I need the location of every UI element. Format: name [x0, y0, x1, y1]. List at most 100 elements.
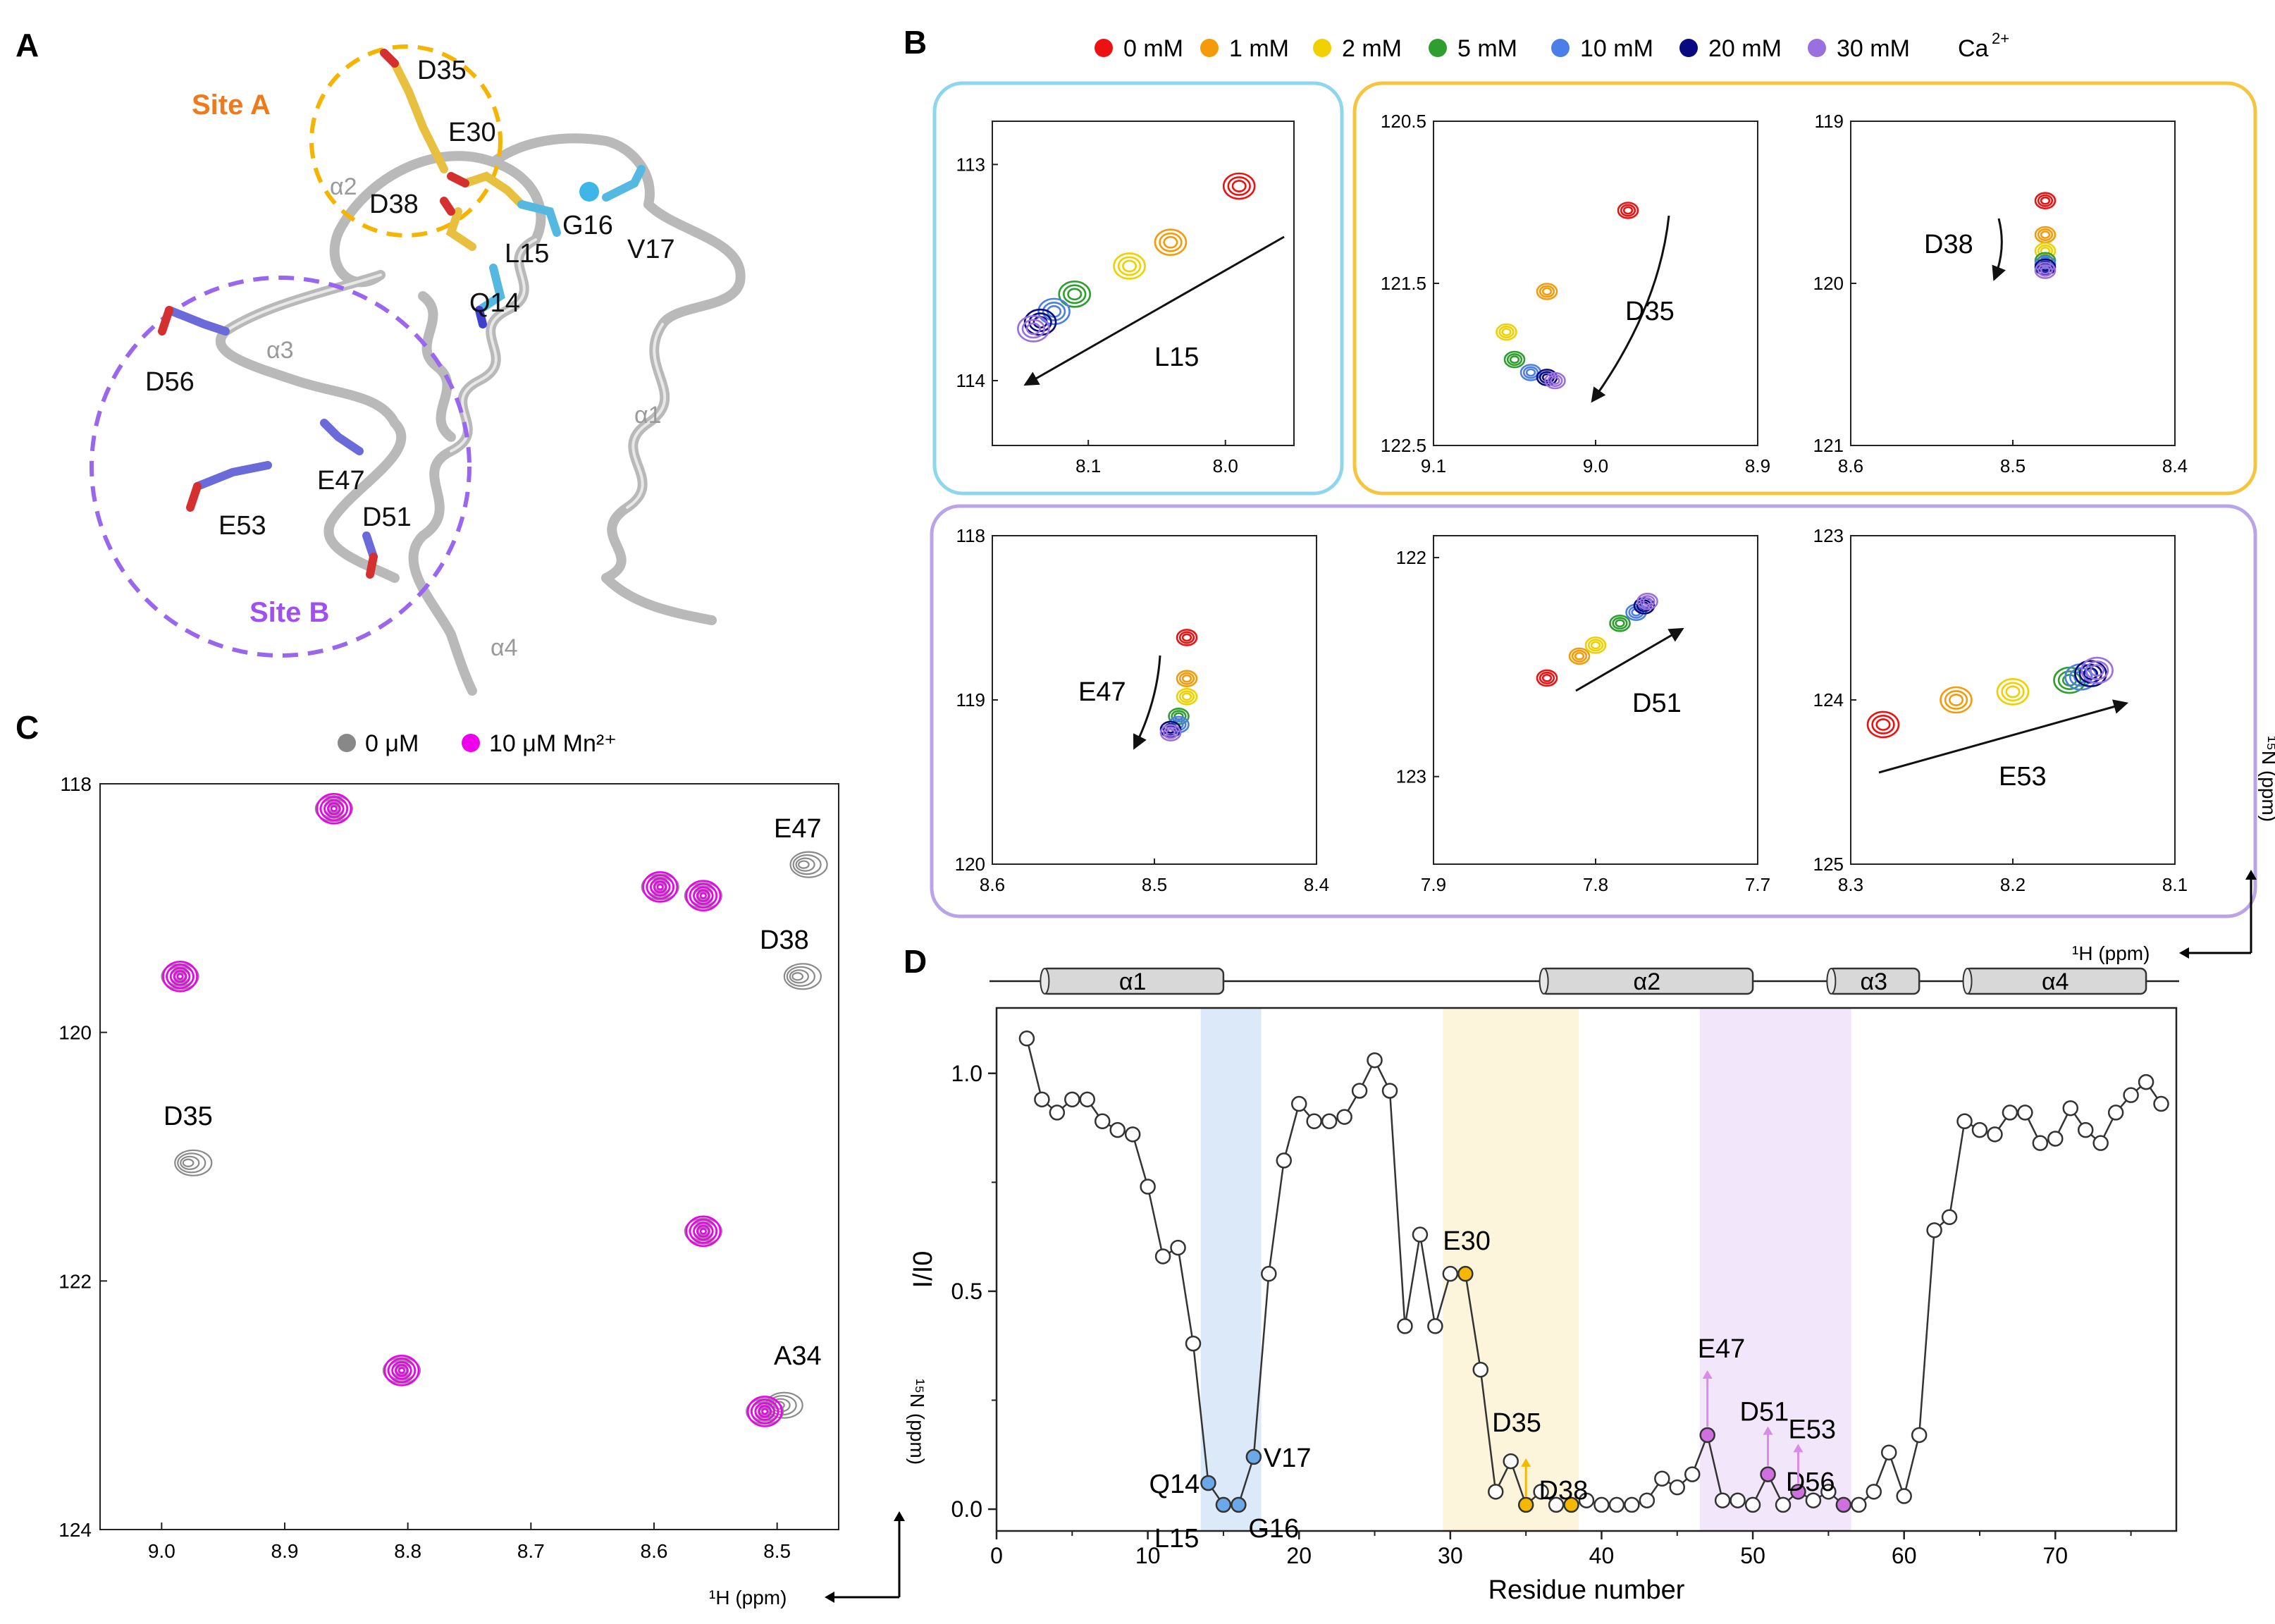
peak-contour [1176, 670, 1198, 688]
peak-contour [1117, 256, 1142, 276]
highlighted-point [1245, 1448, 1262, 1465]
y-tick-label: 120 [58, 1022, 92, 1044]
peak-30mM [1159, 724, 1182, 742]
data-point [1381, 1083, 1398, 1099]
peak-contour [1622, 206, 1634, 215]
data-point [1548, 1496, 1565, 1513]
mn-spectrum-panel: 9.0 8.9 8.8 8.7 8.6 8.5 118 120 122 124 0 μM 10 μM … [58, 730, 928, 1608]
data-point [1805, 1492, 1822, 1508]
legend-label-4: 10 mM [1580, 35, 1653, 62]
data-point [1608, 1496, 1625, 1513]
x-tick-label: 20 [1286, 1543, 1312, 1568]
data-point [2153, 1095, 2169, 1112]
y-tick-label: 114 [956, 370, 985, 391]
data-point [2107, 1105, 2124, 1121]
peak-contour [1541, 373, 1553, 382]
peak-contour [1620, 204, 1636, 217]
y-tick-label: 120.5 [1381, 111, 1426, 132]
nmr-plot-d51: 7.9 7.8 7.7 122 123 D51 [1396, 535, 1770, 895]
x-tick-label: 7.9 [1421, 874, 1446, 895]
y-axis-arrowhead [894, 1511, 905, 1521]
data-point [2077, 1121, 2094, 1138]
shift-up-arrowhead [1702, 1370, 1713, 1379]
x-tick-label: 8.8 [394, 1540, 421, 1562]
residue-annotation: E47 [1698, 1334, 1746, 1364]
x-tick-label: 10 [1135, 1543, 1161, 1568]
data-point [1987, 1126, 2003, 1143]
plot-title: D38 [1924, 230, 1973, 259]
highlight-region [1200, 1008, 1262, 1531]
peak-contour [697, 891, 710, 900]
peak-contour [1178, 690, 1195, 703]
data-point [1578, 1492, 1595, 1508]
panel-label-c: C [16, 709, 39, 746]
legend-label-3: 5 mM [1457, 35, 1517, 62]
panel-c-ylabel: ¹⁵N (ppm) [906, 1379, 928, 1465]
peak-1mM [1176, 670, 1198, 688]
highlighted-point [1790, 1484, 1806, 1500]
peak-contour [383, 1354, 420, 1386]
peak-contour [162, 961, 198, 992]
group-frame-site-b [930, 504, 2257, 918]
residue-annotation: L15 [1154, 1524, 1199, 1554]
legend-marker-3 [1429, 39, 1447, 57]
x-tick-label: 40 [1589, 1543, 1615, 1568]
peak-contour [696, 889, 710, 902]
peak-contour [649, 878, 671, 897]
data-point [1185, 1335, 1202, 1352]
peak-contour [169, 967, 191, 986]
data-point [1442, 1265, 1459, 1282]
data-point [2002, 1105, 2018, 1121]
residue-label-e53: E53 [218, 511, 266, 541]
helix-label: α4 [2042, 968, 2069, 995]
peak-1mM [1536, 283, 1558, 300]
peak-contour [319, 796, 348, 821]
legend-marker-6 [1808, 39, 1826, 57]
peak-contour [1625, 603, 1647, 622]
peak-contour [2085, 660, 2109, 680]
y-tick-label: 125 [1813, 854, 1844, 875]
peak-contour [1042, 301, 1066, 321]
x-tick-label: 9.0 [148, 1540, 175, 1562]
peak-0uM [641, 873, 679, 901]
data-point [2032, 1135, 2049, 1151]
peak-30mM [2080, 656, 2114, 684]
peak-contour [642, 871, 679, 903]
site-b-label: Site B [249, 597, 329, 628]
peak-contour [1176, 629, 1198, 646]
peak-contour [1539, 671, 1555, 684]
peak-contour [656, 883, 664, 891]
legend-marker-2 [1313, 39, 1331, 57]
shift-arrow [1878, 699, 2129, 774]
peak-contour [1541, 674, 1553, 682]
peak-contour [641, 873, 679, 901]
peak-contour [1568, 647, 1591, 665]
peak-contour [173, 970, 187, 983]
peak-contour [1584, 636, 1607, 654]
panel-label-d: D [904, 943, 927, 980]
peak-30mM [1636, 592, 1658, 610]
helix-cap [1962, 968, 1973, 995]
residue-annotation: E53 [1788, 1415, 1836, 1444]
peak-contour [1636, 592, 1658, 610]
residue-annotation: D38 [1539, 1476, 1589, 1506]
peak-0mM [1176, 629, 1198, 646]
peak-contour [1162, 726, 1179, 739]
peak-contour [2034, 192, 2057, 210]
y-tick-label: 113 [956, 154, 985, 175]
peak-contour [1159, 232, 1183, 252]
peak-10mM [1625, 603, 1647, 622]
helix-cap [1539, 968, 1549, 995]
peak-contour [1113, 252, 1146, 280]
highlighted-point [1457, 1265, 1474, 1282]
data-point [1276, 1152, 1293, 1169]
peak-contour [161, 963, 199, 990]
peak-0mM [2034, 192, 2057, 210]
data-point [1109, 1121, 1126, 1138]
y-tick-label: 124 [1813, 689, 1844, 710]
residue-annotation: D51 [1740, 1398, 1789, 1427]
peak-contour [316, 792, 352, 825]
peak-contour [653, 880, 667, 894]
peak-contour [751, 1398, 779, 1425]
